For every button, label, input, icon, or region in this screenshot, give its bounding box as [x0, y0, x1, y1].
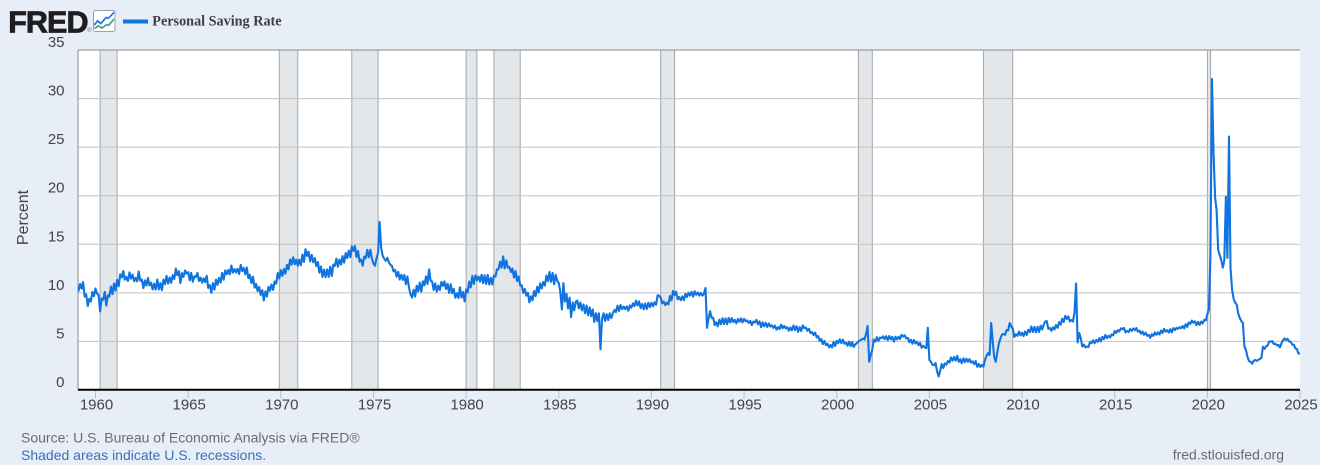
svg-text:15: 15: [48, 228, 65, 245]
svg-text:Shaded areas indicate U.S. rec: Shaded areas indicate U.S. recessions.: [21, 447, 266, 463]
svg-text:®: ®: [87, 26, 92, 34]
svg-text:Source: U.S. Bureau of Economi: Source: U.S. Bureau of Economic Analysis…: [21, 430, 360, 446]
svg-text:Percent: Percent: [15, 189, 32, 245]
svg-text:2025: 2025: [1284, 397, 1317, 414]
svg-text:1990: 1990: [636, 397, 669, 414]
svg-text:1995: 1995: [728, 397, 761, 414]
svg-text:1965: 1965: [173, 397, 206, 414]
svg-text:1985: 1985: [543, 397, 576, 414]
svg-text:2020: 2020: [1192, 397, 1225, 414]
svg-text:Personal Saving Rate: Personal Saving Rate: [152, 14, 281, 30]
svg-text:2000: 2000: [821, 397, 854, 414]
svg-text:fred.stlouisfed.org: fred.stlouisfed.org: [1173, 447, 1284, 463]
svg-text:35: 35: [48, 34, 65, 51]
svg-text:1970: 1970: [265, 397, 298, 414]
svg-text:5: 5: [56, 325, 64, 342]
svg-text:2005: 2005: [914, 397, 947, 414]
svg-text:1980: 1980: [450, 397, 483, 414]
svg-text:0: 0: [56, 374, 64, 391]
svg-text:20: 20: [48, 180, 65, 197]
svg-text:2015: 2015: [1099, 397, 1132, 414]
svg-text:10: 10: [48, 277, 65, 294]
svg-text:FRED: FRED: [8, 6, 87, 40]
svg-text:30: 30: [48, 83, 65, 100]
svg-text:2010: 2010: [1006, 397, 1039, 414]
svg-text:25: 25: [48, 131, 65, 148]
svg-text:1975: 1975: [358, 397, 391, 414]
svg-text:1960: 1960: [80, 397, 113, 414]
